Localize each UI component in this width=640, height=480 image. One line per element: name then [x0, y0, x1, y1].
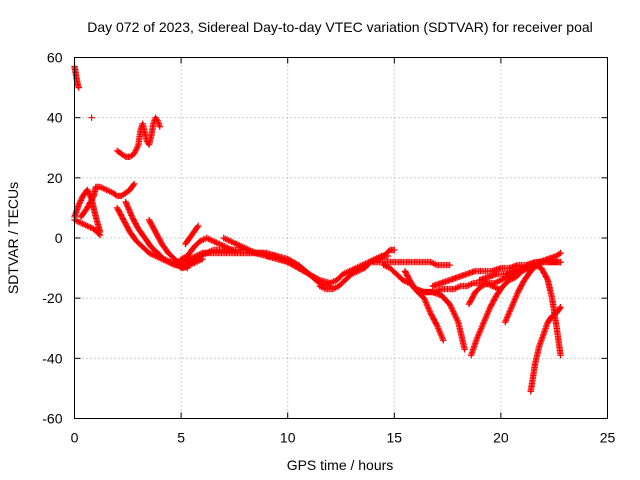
series-arc-01 [71, 63, 82, 91]
data-point-markers [412, 285, 468, 353]
data-point-markers [327, 252, 392, 287]
data-point-markers [182, 222, 202, 248]
series-arc-14 [220, 234, 291, 266]
data-point-markers [113, 114, 163, 160]
plot-frame [74, 57, 608, 419]
x-tick-label: 25 [600, 430, 616, 446]
x-tick-label: 20 [493, 430, 509, 446]
series-arc-02 [88, 114, 95, 121]
series-arc-16 [327, 252, 392, 287]
y-tick-label: 60 [47, 50, 63, 66]
y-tick-label: -60 [42, 411, 62, 427]
y-tick-label: 0 [55, 230, 63, 246]
x-tick-label: 5 [177, 430, 185, 446]
data-point-markers [531, 261, 564, 359]
series-arc-13 [182, 222, 202, 248]
data-point-markers [369, 258, 453, 269]
y-axis-label: SDTVAR / TECUs [5, 182, 21, 294]
y-tick-label: 20 [47, 170, 63, 186]
data-point-markers [502, 258, 564, 326]
series-arc-25 [502, 258, 564, 326]
axis-ticks [74, 57, 608, 419]
y-tick-label: -20 [42, 290, 62, 306]
data-point-markers [88, 114, 95, 121]
data-point-markers [220, 234, 291, 266]
series-arc-03 [113, 114, 163, 160]
series-arc-17 [369, 258, 453, 269]
series-arc-06 [77, 180, 138, 221]
data-point-markers [71, 63, 82, 91]
chart-title: Day 072 of 2023, Sidereal Day-to-day VTE… [87, 19, 593, 35]
data-point-markers [177, 234, 236, 263]
x-tick-label: 0 [71, 430, 79, 446]
series-arc-27 [531, 261, 564, 359]
series-arc-20 [412, 285, 468, 353]
data-point-markers [167, 249, 334, 287]
data-point-markers [77, 180, 138, 221]
data-point-markers [401, 267, 447, 344]
y-tick-label: -40 [42, 350, 62, 366]
series-arc-10 [167, 249, 334, 287]
x-tick-label: 10 [280, 430, 296, 446]
y-tick-label: 40 [47, 110, 63, 126]
series-arc-19 [401, 267, 447, 344]
x-axis-label: GPS time / hours [287, 457, 394, 473]
data-marks [71, 63, 564, 395]
series-arc-12 [177, 234, 236, 263]
grid [74, 57, 608, 419]
x-tick-label: 15 [387, 430, 403, 446]
tick-labels: 0 5 10 15 20 25 -60 -40 -20 0 20 40 60 [42, 50, 615, 446]
